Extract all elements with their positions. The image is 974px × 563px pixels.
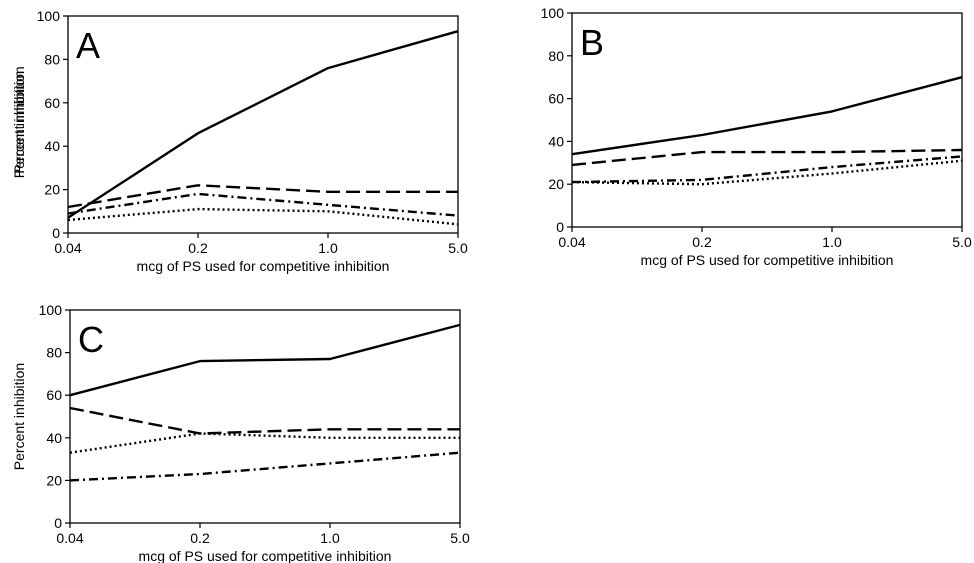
- y-tick-label: 40: [44, 138, 60, 154]
- x-tick-label: 0.04: [54, 240, 81, 256]
- panel-c: 0 20 40 60 80 100 0.04 0.2 1.0 5.0 mcg of PS used …: [11, 302, 470, 563]
- x-tick-label: 5.0: [448, 240, 468, 256]
- x-tick-label: 0.2: [692, 234, 712, 250]
- y-axis-label: Percent inhibition: [11, 66, 27, 173]
- x-axis-label: mcg of PS used for competitive inhibitio…: [139, 548, 392, 563]
- series-line-dotted: [571, 159, 963, 186]
- y-tick-label: 0: [52, 225, 60, 241]
- plot-frame-b: [571, 12, 963, 228]
- series-line-solid: [571, 76, 963, 156]
- y-tick-label: 20: [44, 182, 60, 198]
- y-tick-label: 60: [548, 91, 564, 107]
- x-axis-label: mcg of PS used for competitive inhibitio…: [641, 252, 894, 268]
- y-tick-label: 40: [46, 430, 62, 446]
- x-tick-label: 0.2: [190, 530, 210, 546]
- y-tick-label: 60: [44, 95, 60, 111]
- y-tick-label: 60: [46, 387, 62, 403]
- plot-frame-c: [69, 309, 461, 524]
- y-tick-label: 20: [548, 176, 564, 192]
- x-tick-label: 5.0: [450, 530, 470, 546]
- panel-a: 0 20 40 60 80 100 0.04 0.2 1.0 5.0 mcg of PS used …: [11, 8, 468, 274]
- y-tick-label: 80: [46, 345, 62, 361]
- series-line-dashed: [69, 406, 460, 435]
- y-tick-label: 0: [556, 219, 564, 235]
- series-line-solid: [69, 323, 461, 397]
- y-tick-label: 20: [46, 472, 62, 488]
- panel-label: C: [78, 319, 104, 360]
- series-line-dashed: [571, 148, 963, 167]
- x-tick-label: 0.2: [188, 240, 208, 256]
- series-line-dotted: [67, 207, 459, 226]
- panel-label: B: [580, 22, 604, 63]
- plot-frame-a: [67, 15, 459, 234]
- y-tick-label: 100: [39, 302, 63, 318]
- series-line-dotted: [69, 432, 460, 454]
- panel-b: 0 20 40 60 80 100 0.04 0.2 1.0 5.0 mcg of PS used …: [11, 5, 972, 268]
- y-tick-label: 100: [541, 5, 565, 21]
- x-tick-label: 0.04: [558, 234, 585, 250]
- x-tick-label: 1.0: [822, 234, 842, 250]
- panel-label: A: [76, 25, 100, 66]
- x-axis-label: mcg of PS used for competitive inhibitio…: [137, 258, 390, 274]
- y-tick-label: 80: [548, 48, 564, 64]
- x-tick-label: 1.0: [318, 240, 338, 256]
- y-axis-label: Percent inhibition: [11, 71, 27, 178]
- y-axis-label: Percent inhibition: [11, 363, 27, 470]
- series-line-dashdot: [571, 155, 963, 184]
- y-tick-label: 80: [44, 51, 60, 67]
- series-line-solid: [67, 30, 459, 219]
- series-line-dashdot: [69, 451, 461, 482]
- series-line-dashdot: [67, 192, 459, 217]
- y-tick-label: 100: [37, 8, 61, 24]
- y-tick-label: 40: [548, 133, 564, 149]
- x-tick-label: 5.0: [952, 234, 972, 250]
- series-line-dashed: [67, 184, 458, 209]
- x-tick-label: 0.04: [56, 530, 83, 546]
- x-tick-label: 1.0: [320, 530, 340, 546]
- y-tick-label: 0: [54, 515, 62, 531]
